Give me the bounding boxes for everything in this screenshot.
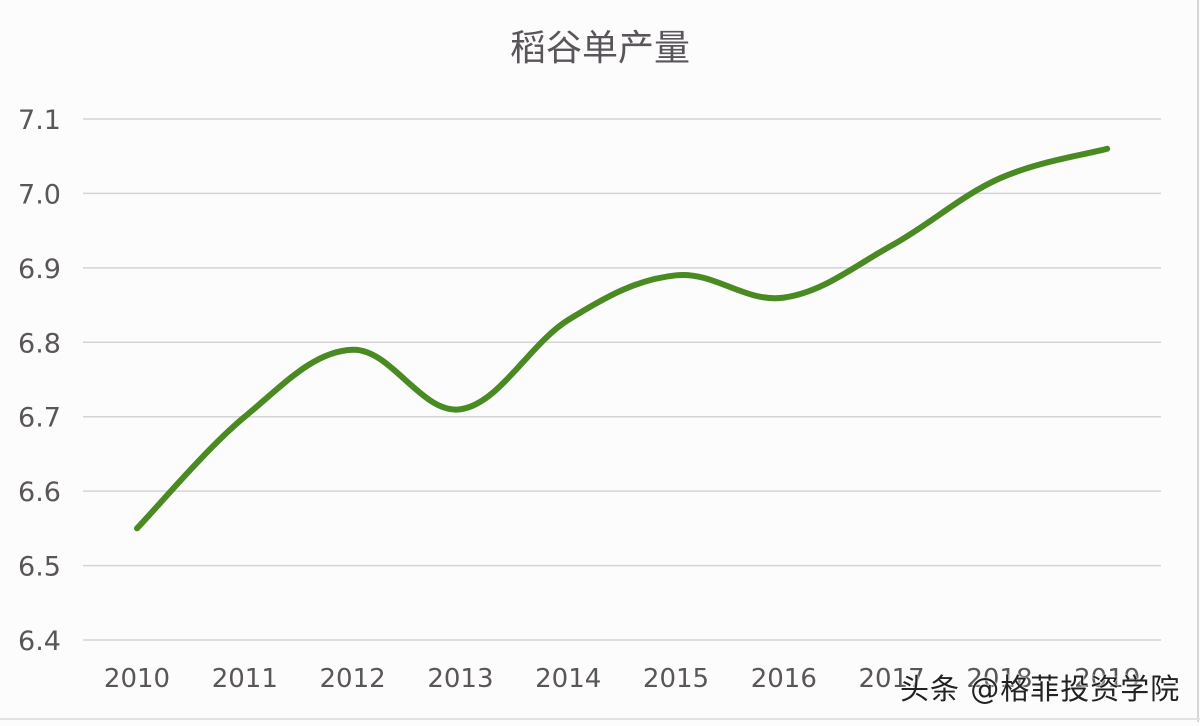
y-tick-label: 7.1 xyxy=(18,105,61,136)
watermark-text: 头条 @格菲投资学院 xyxy=(900,672,1181,706)
x-axis-tick-labels: 2010 2011 2012 2013 2014 2015 2016 2017 2018 2019 xyxy=(104,664,1140,694)
x-tick-label: 2011 xyxy=(212,664,278,694)
x-tick-label: 2013 xyxy=(427,664,493,694)
x-tick-label: 2017 xyxy=(859,664,925,694)
y-tick-label: 6.7 xyxy=(18,403,61,434)
chart-title: 稻谷单产量 xyxy=(510,28,690,69)
y-tick-label: 6.5 xyxy=(18,552,61,583)
x-tick-label: 2014 xyxy=(535,664,601,694)
x-tick-label: 2015 xyxy=(643,664,709,694)
y-tick-label: 6.4 xyxy=(18,626,61,657)
series-line-rice-yield xyxy=(134,145,1111,532)
bottom-border xyxy=(0,718,1200,720)
right-border xyxy=(1197,0,1199,722)
y-axis-tick-labels: 6.4 6.5 6.6 6.7 6.8 6.9 7.0 7.1 xyxy=(18,105,61,657)
y-tick-label: 7.0 xyxy=(18,179,61,210)
y-tick-label: 6.8 xyxy=(18,328,61,359)
gridlines xyxy=(83,118,1161,641)
x-tick-label: 2012 xyxy=(320,664,386,694)
y-tick-label: 6.9 xyxy=(18,254,61,285)
x-tick-label: 2010 xyxy=(104,664,170,694)
x-tick-label: 2016 xyxy=(751,664,817,694)
y-tick-label: 6.6 xyxy=(18,477,61,508)
x-tick-label: 2019 xyxy=(1074,664,1140,694)
x-tick-label: 2018 xyxy=(966,664,1032,694)
